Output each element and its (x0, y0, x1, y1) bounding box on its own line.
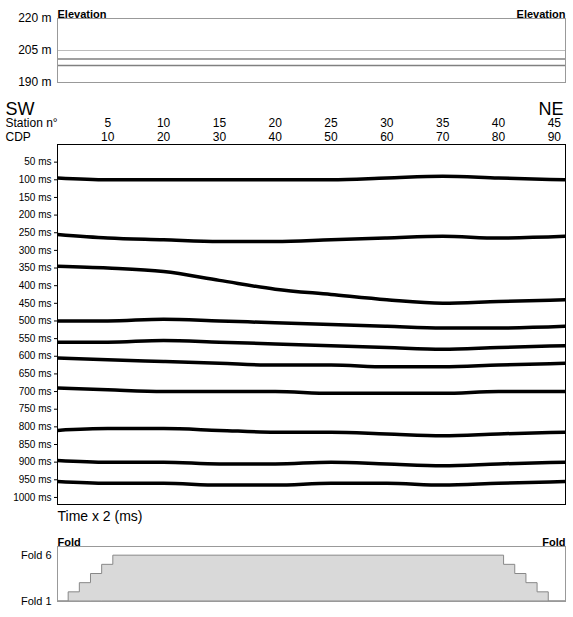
svg-text:5: 5 (104, 116, 111, 130)
svg-text:100 ms: 100 ms (19, 174, 52, 185)
svg-text:80: 80 (492, 130, 506, 144)
svg-text:750 ms: 750 ms (19, 403, 52, 414)
svg-text:650 ms: 650 ms (19, 368, 52, 379)
svg-text:10: 10 (157, 116, 171, 130)
svg-text:550 ms: 550 ms (19, 333, 52, 344)
svg-text:400 ms: 400 ms (19, 280, 52, 291)
svg-text:250 ms: 250 ms (19, 227, 52, 238)
svg-text:800 ms: 800 ms (19, 421, 52, 432)
svg-text:190 m: 190 m (18, 75, 51, 89)
svg-text:150 ms: 150 ms (19, 192, 52, 203)
svg-text:Elevation: Elevation (58, 8, 107, 20)
svg-text:Fold 1: Fold 1 (21, 595, 52, 607)
svg-text:50: 50 (324, 130, 338, 144)
svg-text:500 ms: 500 ms (19, 315, 52, 326)
svg-text:Fold: Fold (58, 536, 81, 548)
svg-text:SW: SW (5, 99, 35, 120)
svg-text:600 ms: 600 ms (19, 350, 52, 361)
svg-text:40: 40 (269, 130, 283, 144)
svg-text:50 ms: 50 ms (24, 156, 51, 167)
svg-text:Station n°: Station n° (6, 116, 58, 130)
svg-text:25: 25 (324, 116, 338, 130)
svg-text:40: 40 (492, 116, 506, 130)
svg-text:10: 10 (101, 130, 115, 144)
svg-text:Fold 6: Fold 6 (21, 549, 52, 561)
svg-text:Fold: Fold (542, 536, 565, 548)
svg-text:60: 60 (380, 130, 394, 144)
svg-text:30: 30 (213, 130, 227, 144)
svg-text:Time x 2 (ms): Time x 2 (ms) (58, 508, 143, 524)
svg-text:900 ms: 900 ms (19, 456, 52, 467)
svg-text:30: 30 (380, 116, 394, 130)
svg-text:35: 35 (436, 116, 450, 130)
svg-text:950 ms: 950 ms (19, 474, 52, 485)
svg-text:850 ms: 850 ms (19, 439, 52, 450)
svg-text:15: 15 (213, 116, 227, 130)
svg-text:90: 90 (548, 130, 562, 144)
svg-text:NE: NE (538, 99, 564, 120)
svg-text:700 ms: 700 ms (19, 386, 52, 397)
svg-text:205 m: 205 m (18, 43, 51, 57)
svg-text:350 ms: 350 ms (19, 262, 52, 273)
svg-text:Elevation: Elevation (517, 8, 566, 20)
svg-text:45: 45 (548, 116, 562, 130)
svg-text:70: 70 (436, 130, 450, 144)
svg-text:20: 20 (269, 116, 283, 130)
svg-text:300 ms: 300 ms (19, 245, 52, 256)
svg-text:1000 ms: 1000 ms (13, 492, 51, 503)
svg-text:200 ms: 200 ms (19, 209, 52, 220)
svg-text:CDP: CDP (6, 130, 31, 144)
svg-text:220 m: 220 m (18, 11, 51, 25)
svg-text:450 ms: 450 ms (19, 298, 52, 309)
svg-text:20: 20 (157, 130, 171, 144)
